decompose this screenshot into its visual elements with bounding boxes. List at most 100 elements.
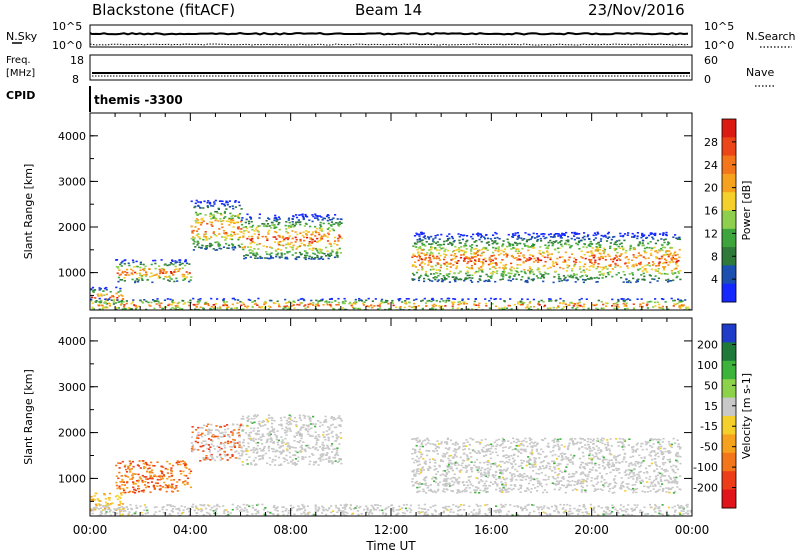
power-echo-cell xyxy=(595,281,598,283)
power-echo-cell xyxy=(438,246,441,248)
velocity-echo-cell xyxy=(276,450,279,452)
velocity-echo-cell xyxy=(247,446,250,448)
power-echo-cell xyxy=(310,258,313,260)
power-echo-cell xyxy=(327,214,330,217)
power-echo-cell xyxy=(304,254,307,257)
velocity-echo-cell xyxy=(252,451,255,454)
velocity-echo-cell xyxy=(281,445,284,447)
velocity-echo-cell xyxy=(531,453,534,456)
power-echo-cell xyxy=(614,264,617,266)
power-echo-cell xyxy=(230,220,233,222)
power-echo-cell xyxy=(295,221,298,224)
velocity-echo-cell xyxy=(567,457,570,459)
velocity-echo-cell xyxy=(325,454,328,456)
power-echo-cell xyxy=(574,233,577,235)
velocity-echo-cell xyxy=(168,484,171,486)
power-echo-cell xyxy=(675,267,678,270)
power-echo-cell xyxy=(453,301,456,304)
power-echo-cell xyxy=(423,263,426,265)
velocity-echo-cell xyxy=(279,417,283,419)
power-echo-cell xyxy=(214,199,217,202)
power-echo-cell xyxy=(590,250,593,252)
velocity-echo-cell xyxy=(160,478,163,480)
power-echo-cell xyxy=(553,233,556,236)
power-echo-cell xyxy=(676,302,679,305)
power-echo-cell xyxy=(581,236,584,239)
power-echo-cell xyxy=(413,274,416,276)
power-echo-cell xyxy=(588,255,591,257)
power-echo-cell xyxy=(491,259,494,262)
power-echo-cell xyxy=(427,264,430,266)
power-echo-cell xyxy=(210,223,213,226)
power-echo-cell xyxy=(543,237,546,240)
velocity-echo-cell xyxy=(295,432,298,434)
power-echo-cell xyxy=(498,307,501,309)
power-echo-cell xyxy=(494,262,497,264)
velocity-echo-cell xyxy=(609,453,612,456)
power-echo-cell xyxy=(675,262,678,264)
velocity-echo-cell xyxy=(111,502,114,504)
velocity-echo-cell xyxy=(176,490,179,492)
power-echo-cell xyxy=(452,303,455,305)
power-echo-cell xyxy=(205,248,208,250)
power-echo-cell xyxy=(428,254,431,257)
velocity-echo-cell xyxy=(554,471,557,474)
power-echo-cell xyxy=(98,297,101,300)
power-echo-cell xyxy=(222,299,225,301)
velocity-echo-cell xyxy=(280,441,283,443)
velocity-echo-cell xyxy=(210,453,213,456)
velocity-echo-cell xyxy=(148,467,151,469)
power-echo-cell xyxy=(651,261,655,263)
power-echo-cell xyxy=(256,257,259,259)
power-echo-cell xyxy=(542,276,546,279)
power-echo-cell xyxy=(175,306,178,309)
power-echo-cell xyxy=(580,256,583,258)
power-echo-cell xyxy=(181,275,184,278)
power-echo-cell xyxy=(617,300,620,302)
power-echo-cell xyxy=(581,275,584,277)
power-echo-cell xyxy=(674,251,677,253)
velocity-echo-cell xyxy=(608,466,611,469)
velocity-echo-cell xyxy=(319,454,322,456)
power-echo-cell xyxy=(432,257,435,260)
power-echo-cell xyxy=(191,230,194,232)
power-echo-cell xyxy=(225,306,229,309)
power-echo-cell xyxy=(282,244,285,247)
power-echo-cell xyxy=(575,259,578,261)
power-echo-cell xyxy=(542,301,545,303)
power-echo-cell xyxy=(477,280,480,283)
velocity-echo-cell xyxy=(118,496,121,498)
velocity-echo-cell xyxy=(486,476,489,479)
power-echo-cell xyxy=(135,272,138,275)
freq-trace xyxy=(92,72,690,77)
velocity-echo-cell xyxy=(339,432,342,434)
power-echo-cell xyxy=(166,276,169,278)
velocity-echo-cell xyxy=(172,479,175,481)
velocity-echo-cell xyxy=(249,431,253,434)
velocity-echo-cell xyxy=(660,453,663,456)
power-echo-cell xyxy=(206,222,209,225)
power-echo-cell xyxy=(183,302,187,304)
power-echo-cell xyxy=(588,243,591,246)
velocity-echo-cell xyxy=(457,482,460,485)
power-echo-cell xyxy=(318,248,321,250)
velocity-echo-cell xyxy=(213,434,216,437)
power-echo-cell xyxy=(488,259,491,261)
power-echo-cell xyxy=(650,249,653,251)
power-echo-cell xyxy=(460,278,463,281)
power-echo-cell xyxy=(252,254,255,256)
power-echo-cell xyxy=(426,300,429,302)
power-echo-cell xyxy=(528,272,532,275)
power-colorbar-label: Power [dB] xyxy=(740,181,753,241)
velocity-echo-cell xyxy=(668,452,671,454)
power-echo-cell xyxy=(654,275,657,277)
power-echo-cell xyxy=(139,263,142,265)
velocity-echo-cell xyxy=(204,434,207,437)
power-echo-cell xyxy=(294,223,298,225)
power-echo-cell xyxy=(326,250,329,252)
power-echo-cell xyxy=(181,308,184,310)
velocity-echo-cell xyxy=(623,440,627,442)
power-echo-cell xyxy=(446,274,449,277)
power-echo-cell xyxy=(99,288,102,290)
velocity-echo-cell xyxy=(300,435,303,438)
